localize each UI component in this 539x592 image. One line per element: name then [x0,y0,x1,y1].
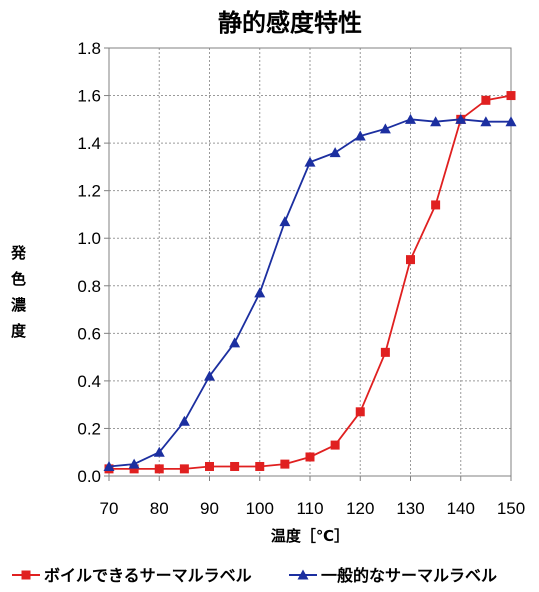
y-axis-label-char: 発 [10,244,27,262]
data-point-general [178,415,190,426]
y-tick-label: 0.2 [77,419,101,438]
y-tick-label: 0.6 [77,324,101,343]
x-tick-label: 80 [150,499,169,518]
grid [108,47,512,477]
y-axis-label-char: 色 [11,270,26,288]
data-point-general [204,370,215,381]
series-layer [103,91,517,474]
data-point-general [379,123,391,134]
x-tick-label: 120 [346,499,374,518]
data-point-boil [129,464,139,474]
data-point-boil [355,407,365,417]
data-point-boil [305,452,315,462]
x-tick-label: 150 [497,499,525,518]
data-point-boil [205,461,214,471]
y-tick-label: 1.6 [77,87,101,106]
data-point-boil [230,461,240,471]
x-tick-label: 110 [296,499,323,518]
data-point-boil [330,440,340,450]
y-tick-label: 1.0 [77,229,101,248]
y-axis-label-char: 濃 [11,296,27,314]
data-point-general [279,216,291,227]
data-point-general [405,113,416,124]
data-point-boil [431,200,441,210]
data-point-general [103,460,115,471]
legend: ボイルできるサーマルラベル 一般的なサーマルラベル [12,566,497,585]
x-tick-label: 70 [100,499,119,518]
data-point-general [329,147,341,158]
data-point-general [153,446,165,457]
y-axis-label-char: 度 [11,322,27,340]
data-point-general [304,156,316,167]
data-point-boil [380,347,390,357]
y-tick-label: 0.8 [77,277,101,296]
data-point-general [455,113,467,124]
data-point-general [229,337,241,348]
y-tick-label: 0.4 [77,372,101,391]
y-tick-label: 0.0 [77,467,101,486]
x-tick-label: 90 [200,499,219,518]
data-point-general [354,130,366,141]
data-point-boil [280,459,290,469]
data-point-boil [154,464,164,474]
y-tick-label: 1.4 [77,134,101,153]
y-tick-label: 1.2 [77,182,101,201]
data-point-general [128,458,140,469]
legend-label-boil: ボイルできるサーマルラベル [44,566,252,585]
chart-title: 静的感度特性 [218,9,362,37]
data-point-general [480,116,492,127]
legend-marker-boil [21,570,31,580]
data-point-boil [406,255,415,265]
data-point-boil [179,464,189,474]
data-point-general [254,287,266,298]
y-axis-label: 発色濃度 [10,244,27,340]
x-axis-label: 温度［℃］ [271,527,349,545]
data-point-boil [481,95,491,105]
legend-label-general: 一般的なサーマルラベル [321,566,497,585]
x-axis-ticks: 70 80 90 100 110 120 130 140 150 [100,476,525,518]
data-point-general [505,116,517,127]
y-axis-ticks: 0.0 0.2 0.4 0.6 0.8 1.0 1.2 1.4 1.6 1.8 [77,39,109,486]
x-tick-label: 140 [447,499,475,518]
data-point-boil [255,461,265,471]
data-point-general [430,116,442,127]
x-tick-label: 100 [246,499,274,518]
legend-marker-general [297,569,309,580]
x-tick-label: 130 [396,499,424,518]
y-tick-label: 1.8 [77,39,101,58]
data-point-boil [506,91,516,101]
